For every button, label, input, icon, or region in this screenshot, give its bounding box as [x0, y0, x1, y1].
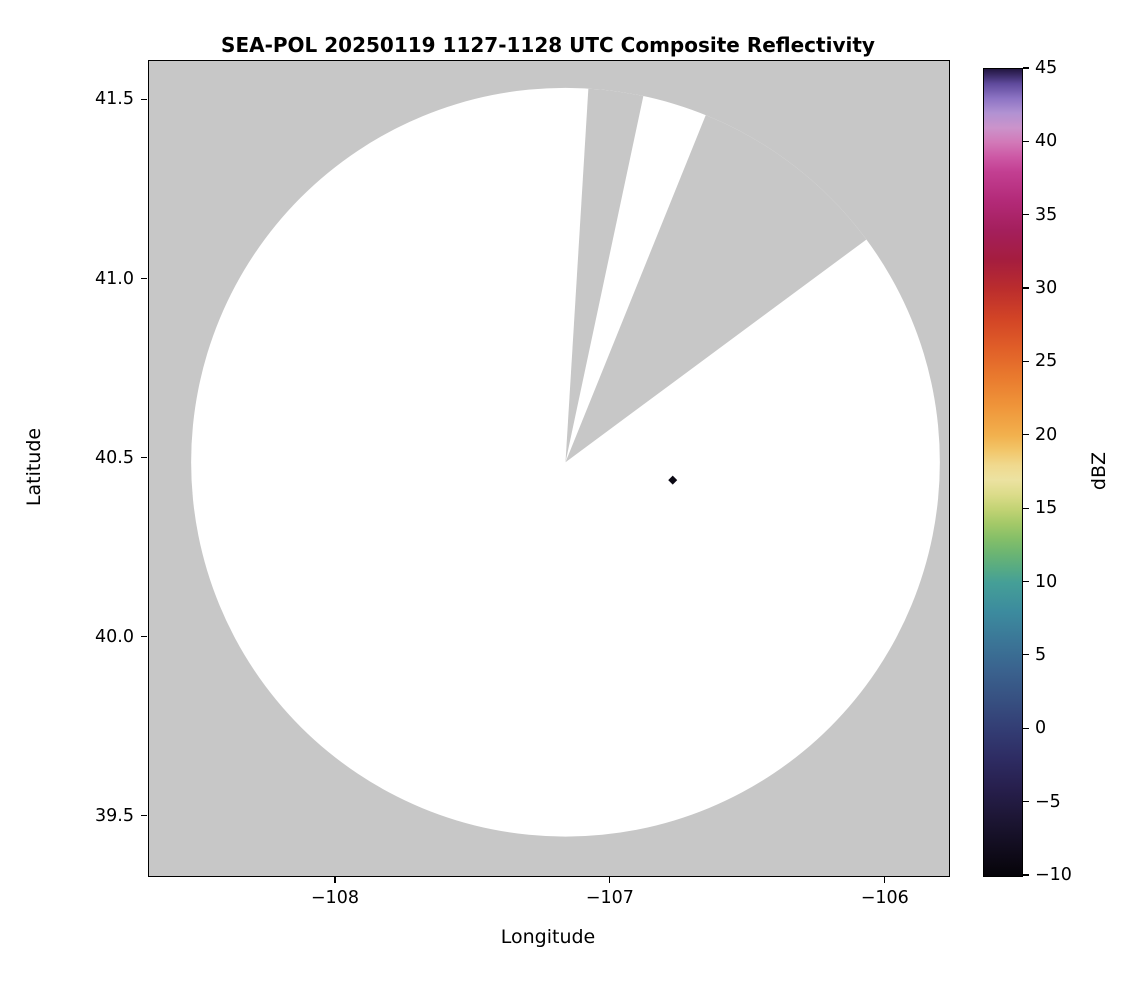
colorbar-tick-label: −5 — [1035, 791, 1061, 812]
colorbar-tick-mark — [1023, 654, 1029, 656]
colorbar — [983, 68, 1023, 877]
colorbar-tick-label: 25 — [1035, 351, 1058, 372]
colorbar-gradient — [984, 69, 1022, 876]
y-tick-mark — [141, 636, 147, 638]
colorbar-tick-mark — [1023, 874, 1029, 876]
x-tick-label: −107 — [585, 888, 634, 908]
x-tick-mark — [609, 877, 611, 883]
y-tick-label: 41.5 — [95, 89, 134, 110]
colorbar-label: dBZ — [1088, 451, 1110, 491]
colorbar-tick-mark — [1023, 360, 1029, 363]
colorbar-tick-label: 0 — [1035, 718, 1047, 739]
y-tick-mark — [141, 98, 147, 100]
y-tick-label: 40.5 — [95, 447, 134, 468]
colorbar-tick-label: 10 — [1035, 571, 1058, 592]
y-tick-mark — [141, 457, 147, 459]
colorbar-tick-mark — [1023, 580, 1029, 583]
y-tick-mark — [141, 277, 147, 280]
y-axis-label: Latitude — [23, 427, 45, 507]
colorbar-tick-mark — [1023, 727, 1029, 729]
x-tick-label: −106 — [860, 888, 909, 908]
y-tick-mark — [141, 815, 147, 817]
blocked-sector — [565, 87, 891, 463]
chart-title: SEA-POL 20250119 1127-1128 UTC Composite… — [221, 33, 875, 57]
x-tick-mark — [884, 877, 886, 883]
colorbar-tick-label: 35 — [1035, 204, 1058, 225]
y-tick-label: 39.5 — [95, 805, 134, 826]
colorbar-tick-mark — [1023, 67, 1029, 69]
echo-marker — [668, 475, 678, 485]
colorbar-tick-mark — [1023, 801, 1029, 803]
y-tick-label: 41.0 — [95, 268, 134, 289]
colorbar-tick-mark — [1023, 214, 1029, 216]
colorbar-tick-label: 5 — [1035, 644, 1047, 665]
colorbar-tick-mark — [1023, 434, 1029, 436]
x-tick-mark — [334, 877, 336, 883]
colorbar-tick-label: −10 — [1035, 865, 1072, 885]
colorbar-tick-label: 20 — [1035, 424, 1058, 445]
plot-area — [148, 60, 950, 877]
colorbar-tick-label: 40 — [1035, 131, 1058, 152]
colorbar-tick-mark — [1023, 287, 1029, 289]
colorbar-tick-mark — [1023, 140, 1029, 142]
x-tick-label: −108 — [310, 888, 359, 908]
colorbar-tick-label: 15 — [1035, 498, 1058, 519]
colorbar-tick-mark — [1023, 507, 1029, 509]
x-axis-label: Longitude — [500, 926, 596, 948]
reflectivity-map — [149, 61, 949, 876]
y-tick-label: 40.0 — [95, 626, 134, 647]
blocked-sector — [565, 87, 650, 463]
colorbar-tick-label: 30 — [1035, 278, 1058, 299]
colorbar-tick-label: 45 — [1035, 58, 1058, 78]
